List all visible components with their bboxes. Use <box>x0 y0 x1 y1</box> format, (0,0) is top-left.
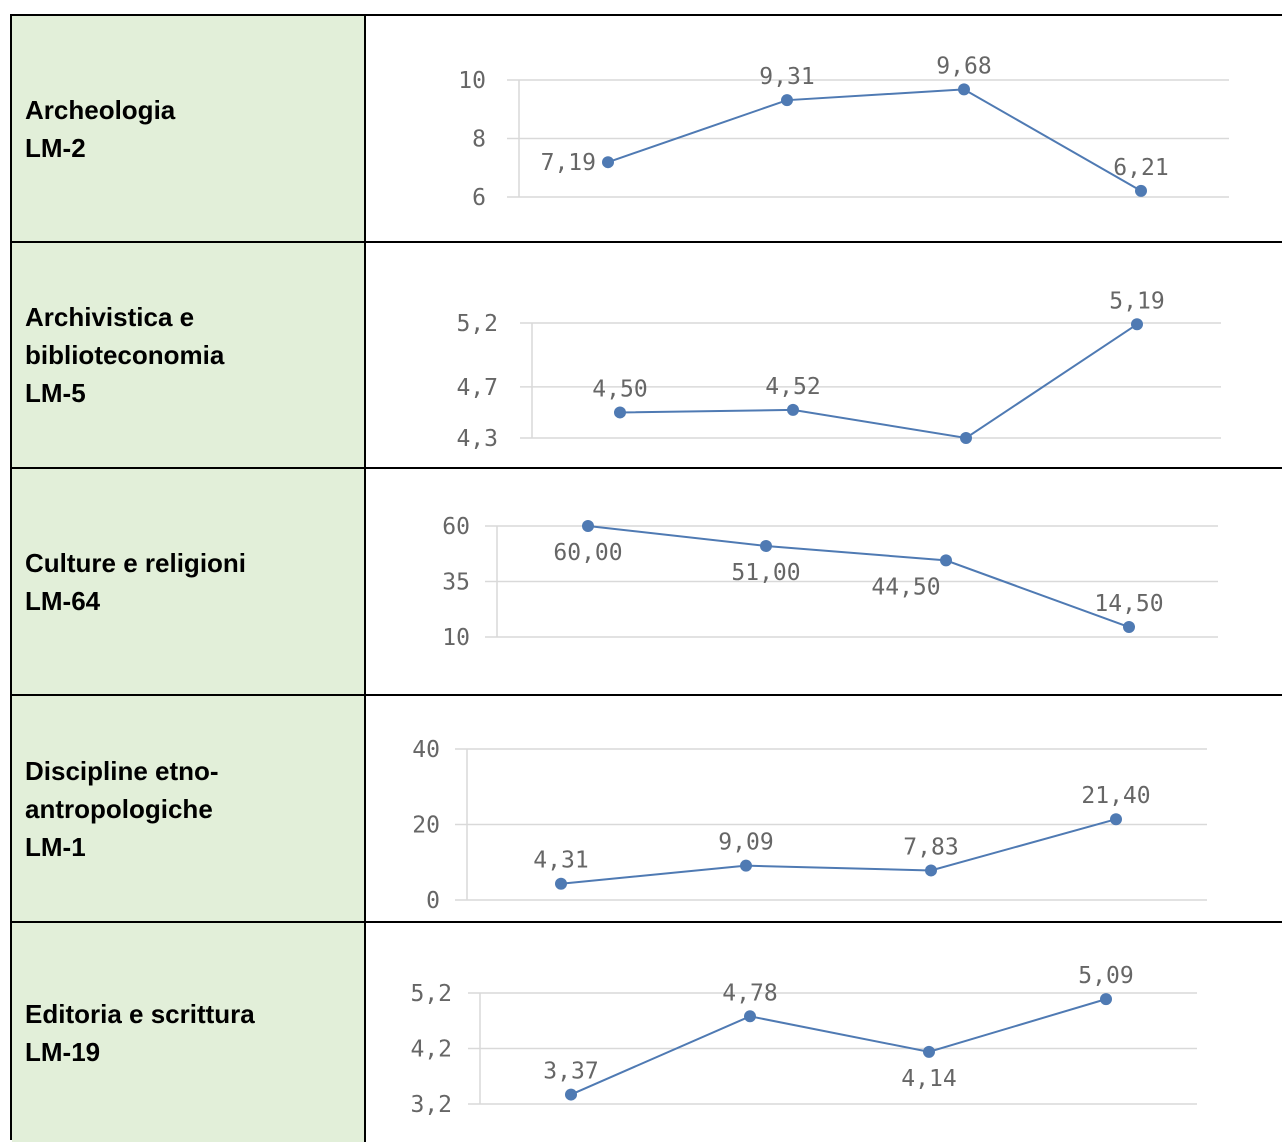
data-point <box>744 1010 756 1023</box>
data-point <box>565 1088 577 1101</box>
course-name-cell: Archivistica e biblioteconomia LM-5 <box>12 243 366 467</box>
data-point <box>555 877 567 890</box>
y-tick-label: 20 <box>412 813 440 839</box>
course-name-line: Archeologia <box>25 94 176 125</box>
data-label: 44,50 <box>871 574 940 600</box>
chart-cell: 6 8 10 7,19 9,31 9,68 6,21 <box>366 16 1282 241</box>
y-tick-label: 40 <box>412 737 440 763</box>
data-point <box>960 432 972 444</box>
y-tick-label: 0 <box>426 888 440 914</box>
data-point <box>614 406 626 419</box>
data-point <box>760 539 772 552</box>
series-line <box>560 818 1117 885</box>
y-tick-label: 8 <box>472 127 486 153</box>
data-label: 9,68 <box>936 53 991 79</box>
data-label: 6,21 <box>1113 155 1168 181</box>
data-point <box>923 1045 935 1058</box>
table-row: Editoria e scrittura LM-19 3,2 4,2 5,2 3,37… <box>12 923 1282 1142</box>
data-point <box>787 403 799 416</box>
data-label: 9,31 <box>759 64 814 90</box>
line-chart: 10 35 60 60,00 51,00 44,50 14,50 <box>442 514 1218 651</box>
course-name-line: Culture e religioni <box>25 547 247 578</box>
data-point <box>1123 621 1135 634</box>
course-code: LM-19 <box>25 1036 101 1067</box>
table-row: Archivistica e biblioteconomia LM-5 4,3 4… <box>12 243 1282 469</box>
course-name-line: Archivistica e <box>25 302 195 332</box>
data-label: 60,00 <box>553 540 622 566</box>
data-point <box>602 156 614 169</box>
chart-cell: 10 35 60 60,00 51,00 44,50 14,50 <box>366 469 1282 694</box>
data-label: 7,83 <box>903 834 958 860</box>
y-tick-label: 10 <box>458 68 486 94</box>
y-tick-label: 10 <box>442 625 470 651</box>
y-tick-label: 4,3 <box>456 426 498 452</box>
line-chart: 0 20 40 4,31 9,09 7,83 21,40 <box>412 737 1207 914</box>
course-name-cell: Culture e religioni LM-64 <box>12 469 366 694</box>
line-chart: 4,3 4,7 5,2 4,50 4,52 5,19 <box>456 288 1221 452</box>
course-name-cell: Editoria e scrittura LM-19 <box>12 923 366 1142</box>
data-point <box>1100 993 1112 1006</box>
course-code: LM-2 <box>25 132 86 163</box>
chart-cell: 0 20 40 4,31 9,09 7,83 21,40 <box>366 696 1282 921</box>
course-name-line: Editoria e scrittura <box>25 998 255 1029</box>
y-tick-label: 5,2 <box>410 981 452 1007</box>
table-row: Archeologia LM-2 6 8 10 7,19 9,31 9,68 6,21 <box>12 16 1282 243</box>
y-tick-label: 60 <box>442 514 470 540</box>
data-point <box>940 554 952 567</box>
line-chart: 3,2 4,2 5,2 3,37 4,78 4,14 5,09 <box>410 963 1197 1118</box>
data-label: 14,50 <box>1094 591 1163 617</box>
data-label: 5,09 <box>1078 963 1133 989</box>
course-name-line: biblioteconomia <box>25 340 225 370</box>
y-tick-label: 4,2 <box>410 1037 452 1063</box>
data-point <box>1131 318 1143 331</box>
data-point <box>958 83 970 96</box>
data-point <box>925 864 937 877</box>
data-point <box>781 94 793 107</box>
table-row: Discipline etno- antropologiche LM-1 0 20… <box>12 696 1282 923</box>
course-name-line: Discipline etno- <box>25 755 219 786</box>
y-tick-label: 6 <box>472 185 486 211</box>
series-line <box>587 525 1130 628</box>
data-label: 5,19 <box>1109 288 1164 314</box>
data-label: 21,40 <box>1081 783 1150 809</box>
chart-cell: 4,3 4,7 5,2 4,50 4,52 5,19 <box>366 243 1282 467</box>
series-line <box>570 998 1107 1096</box>
courses-table: Archeologia LM-2 6 8 10 7,19 9,31 9,68 6,21 Ar… <box>10 14 1282 1142</box>
y-tick-label: 3,2 <box>410 1092 452 1118</box>
y-tick-label: 5,2 <box>456 311 498 337</box>
course-code: LM-5 <box>25 378 86 408</box>
data-label: 4,31 <box>533 848 588 874</box>
data-label: 51,00 <box>731 560 800 586</box>
series-line <box>619 323 1138 440</box>
data-point <box>582 520 594 532</box>
y-tick-label: 35 <box>442 570 470 596</box>
data-point <box>1135 184 1147 197</box>
y-tick-label: 4,7 <box>456 375 498 401</box>
data-point <box>740 859 752 872</box>
course-name-line: antropologiche <box>25 793 213 824</box>
data-label: 7,19 <box>541 150 596 176</box>
line-chart: 6 8 10 7,19 9,31 9,68 6,21 <box>458 53 1229 211</box>
chart-cell: 3,2 4,2 5,2 3,37 4,78 4,14 5,09 <box>366 923 1282 1142</box>
data-point <box>1110 813 1122 826</box>
data-label: 4,14 <box>901 1066 956 1092</box>
course-code: LM-1 <box>25 831 86 862</box>
course-code: LM-64 <box>25 585 101 616</box>
data-label: 4,78 <box>722 980 777 1006</box>
course-name-cell: Archeologia LM-2 <box>12 16 366 241</box>
series-line <box>607 88 1142 192</box>
data-label: 9,09 <box>718 830 773 856</box>
data-label: 4,52 <box>765 374 820 400</box>
data-label: 3,37 <box>543 1059 598 1085</box>
data-label: 4,50 <box>592 376 647 402</box>
table-row: Culture e religioni LM-64 10 35 60 60,00 51,… <box>12 469 1282 696</box>
course-name-cell: Discipline etno- antropologiche LM-1 <box>12 696 366 921</box>
